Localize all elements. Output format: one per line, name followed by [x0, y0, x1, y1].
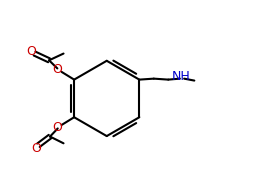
Text: O: O: [31, 142, 41, 155]
Text: O: O: [52, 63, 62, 76]
Text: O: O: [27, 45, 37, 58]
Text: O: O: [52, 121, 62, 134]
Text: NH: NH: [171, 70, 190, 83]
